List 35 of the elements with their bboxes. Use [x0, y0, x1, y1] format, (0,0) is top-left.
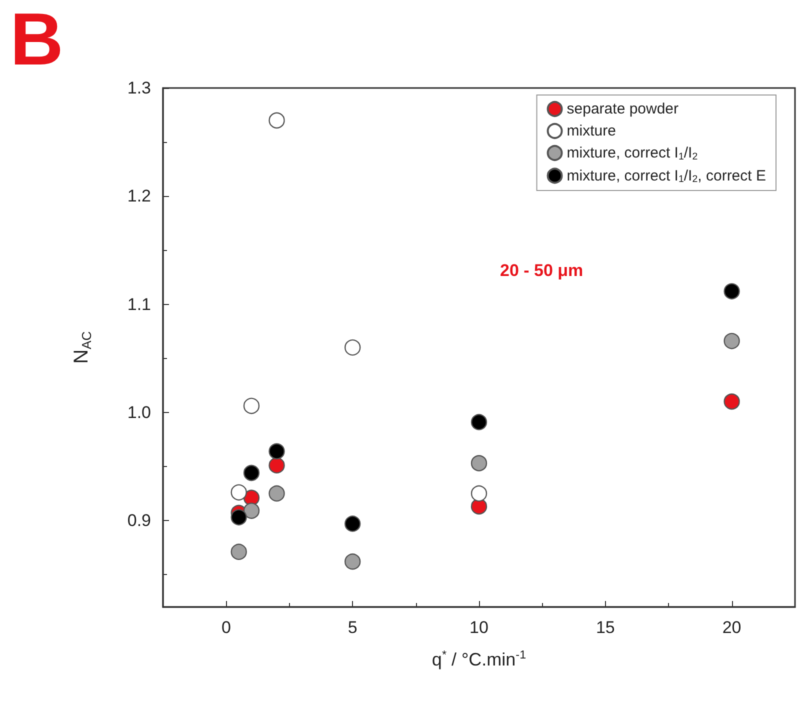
y-tick-label: 1.2: [127, 186, 151, 206]
point: [724, 283, 740, 300]
x-tick-label: 0: [221, 618, 231, 637]
point: [344, 553, 361, 570]
y-tick-label: 1.1: [127, 294, 151, 314]
x-tick-label: 10: [470, 618, 488, 637]
x-tick-label: 5: [348, 618, 358, 637]
y-axis-title: NAC: [70, 331, 94, 364]
point: [344, 339, 361, 356]
point: [230, 544, 247, 560]
point: [243, 398, 260, 414]
point: [470, 414, 488, 430]
y-tick-label: 0.9: [127, 511, 151, 530]
point: [724, 393, 740, 410]
point: [268, 112, 285, 129]
point: [230, 484, 247, 500]
point: [268, 485, 285, 502]
chart-title: B: [10, 0, 64, 80]
x-tick-label: 15: [596, 618, 615, 637]
point: [724, 332, 740, 350]
point: [344, 516, 361, 532]
y-tick-label: 1.3: [127, 78, 151, 98]
point: [470, 498, 488, 515]
x-tick-label: 20: [722, 618, 742, 637]
legend-label: separate powder: [566, 100, 679, 118]
point: [243, 464, 260, 482]
annotation: 20 - 50 μm: [500, 261, 584, 280]
point: [268, 443, 285, 460]
point: [268, 457, 285, 474]
point: [243, 502, 260, 519]
point: [470, 455, 488, 472]
point: [230, 509, 247, 526]
legend-label: mixture: [566, 122, 616, 140]
point: [470, 485, 488, 502]
y-tick-label: 1.0: [127, 402, 151, 422]
